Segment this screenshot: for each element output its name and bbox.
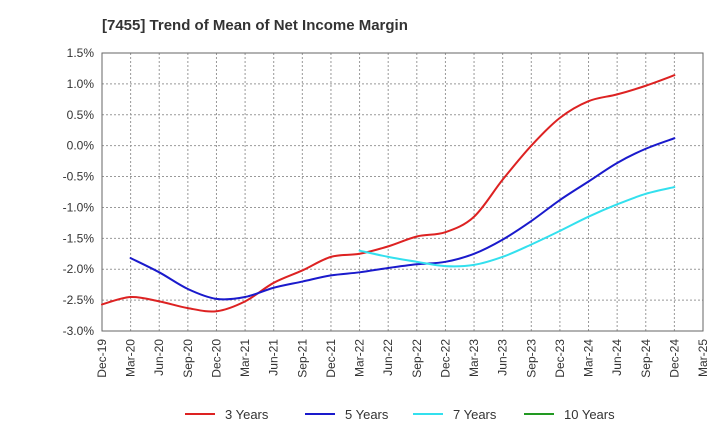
x-tick-label: Mar-21 [238, 339, 252, 377]
axis-layer: 1.5% 1.0% 0.5% 0.0% -0.5% -1.0% -1.5% -2.0% -2.5… [63, 46, 710, 378]
y-tick-label: 1.0% [67, 77, 95, 91]
x-tick-label: Jun-23 [496, 339, 510, 376]
x-tick-label: Jun-21 [267, 339, 281, 376]
legend-label-5-years: 5 Years [345, 407, 389, 422]
plot-frame [101, 52, 704, 332]
legend-label-3-years: 3 Years [225, 407, 269, 422]
x-tick-label: Sep-24 [639, 339, 653, 378]
x-tick-label: Mar-25 [696, 339, 710, 377]
x-tick-label: Dec-20 [209, 339, 223, 378]
y-tick-label: -1.0% [63, 200, 95, 214]
x-tick-label: Mar-20 [124, 339, 138, 377]
legend: 3 Years 5 Years 7 Years 10 Years [185, 407, 615, 422]
x-tick-label: Jun-20 [152, 339, 166, 376]
x-tick-label: Jun-22 [381, 339, 395, 376]
x-tick-label: Dec-22 [438, 339, 452, 378]
y-tick-label: 1.5% [67, 46, 95, 60]
x-tick-label: Dec-24 [667, 339, 681, 378]
x-tick-label: Sep-21 [295, 339, 309, 378]
series-line-7-years [358, 186, 676, 268]
series-line-5-years [129, 137, 676, 301]
chart-title: [7455] Trend of Mean of Net Income Margi… [102, 17, 408, 34]
y-tick-label: -2.5% [63, 293, 95, 307]
legend-label-10-years: 10 Years [564, 407, 615, 422]
x-tick-label: Sep-22 [410, 339, 424, 378]
x-tick-label: Mar-22 [353, 339, 367, 377]
legend-label-7-years: 7 Years [453, 407, 497, 422]
x-tick-label: Dec-19 [95, 339, 109, 378]
x-tick-label: Dec-23 [553, 339, 567, 378]
y-tick-label: 0.5% [67, 108, 95, 122]
x-tick-label: Jun-24 [610, 339, 624, 376]
y-tick-label: -2.0% [63, 262, 95, 276]
series-layer [101, 74, 676, 313]
y-tick-label: -3.0% [63, 324, 95, 338]
y-tick-label: -1.5% [63, 231, 95, 245]
x-tick-label: Mar-23 [467, 339, 481, 377]
x-tick-label: Sep-20 [181, 339, 195, 378]
y-tick-label: 0.0% [67, 139, 95, 153]
series-line-3-years [101, 74, 676, 313]
x-tick-label: Dec-21 [324, 339, 338, 378]
y-tick-label: -0.5% [63, 170, 95, 184]
x-tick-label: Sep-23 [524, 339, 538, 378]
x-tick-label: Mar-24 [582, 339, 596, 377]
